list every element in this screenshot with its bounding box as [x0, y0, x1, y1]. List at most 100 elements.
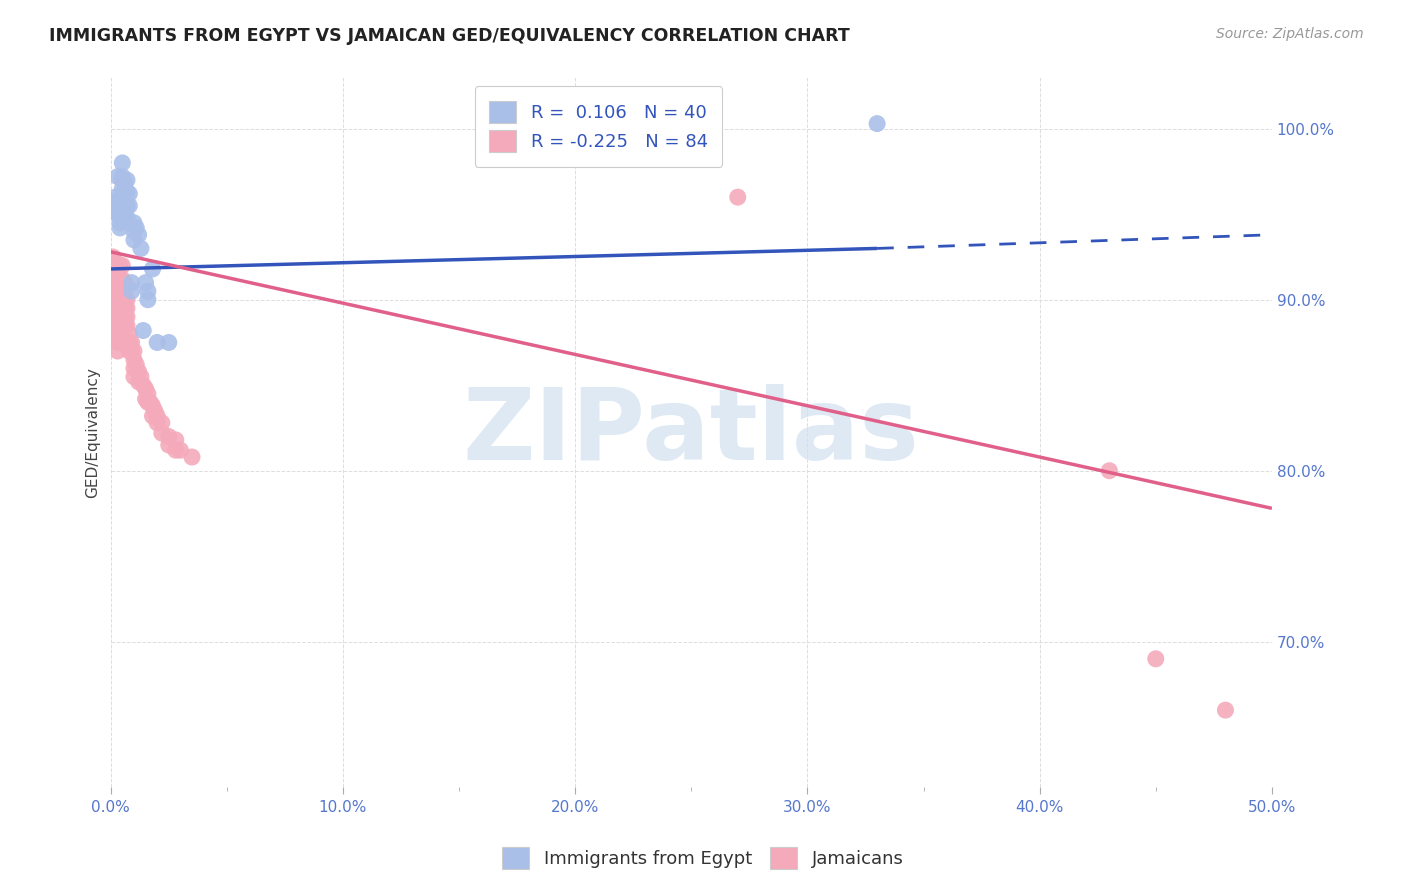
Point	[111, 190, 134, 204]
Point	[115, 185, 138, 199]
Point	[114, 203, 136, 218]
Point	[111, 199, 134, 213]
Point	[866, 117, 889, 131]
Point	[136, 293, 159, 307]
Point	[108, 284, 131, 298]
Point	[107, 169, 129, 184]
Point	[108, 326, 131, 341]
Point	[107, 301, 129, 316]
Point	[118, 344, 141, 359]
Point	[122, 352, 145, 367]
Point	[115, 211, 138, 225]
Point	[118, 199, 141, 213]
Point	[136, 395, 159, 409]
Point	[107, 262, 129, 277]
Point	[114, 177, 136, 191]
Point	[122, 369, 145, 384]
Point	[157, 438, 180, 452]
Point	[169, 443, 191, 458]
Point	[114, 194, 136, 208]
Point	[107, 335, 129, 350]
Point	[108, 203, 131, 218]
Point	[115, 173, 138, 187]
Point	[104, 267, 127, 281]
Point	[122, 224, 145, 238]
Point	[141, 399, 163, 413]
Point	[150, 426, 173, 441]
Point	[135, 382, 157, 396]
Point	[132, 378, 155, 392]
Point	[1215, 703, 1237, 717]
Point	[114, 310, 136, 324]
Point	[165, 443, 187, 458]
Point	[101, 250, 124, 264]
Point	[107, 318, 129, 333]
Point	[146, 409, 169, 423]
Point	[115, 293, 138, 307]
Point	[129, 242, 152, 256]
Point	[114, 301, 136, 316]
Point	[104, 330, 127, 344]
Point	[121, 276, 143, 290]
Point	[107, 326, 129, 341]
Point	[114, 318, 136, 333]
Point	[1144, 652, 1167, 666]
Point	[157, 429, 180, 443]
Point	[125, 358, 148, 372]
Point	[111, 272, 134, 286]
Point	[111, 259, 134, 273]
Point	[101, 272, 124, 286]
Point	[135, 392, 157, 406]
Legend: Immigrants from Egypt, Jamaicans: Immigrants from Egypt, Jamaicans	[494, 838, 912, 879]
Text: Source: ZipAtlas.com: Source: ZipAtlas.com	[1216, 27, 1364, 41]
Point	[107, 284, 129, 298]
Point	[107, 272, 129, 286]
Point	[129, 369, 152, 384]
Point	[104, 255, 127, 269]
Point	[111, 169, 134, 184]
Point	[141, 409, 163, 423]
Text: ZIPatlas: ZIPatlas	[463, 384, 920, 481]
Point	[108, 211, 131, 225]
Point	[141, 262, 163, 277]
Point	[104, 279, 127, 293]
Point	[107, 194, 129, 208]
Point	[108, 259, 131, 273]
Point	[111, 301, 134, 316]
Point	[143, 404, 166, 418]
Point	[111, 318, 134, 333]
Point	[108, 301, 131, 316]
Legend: R =  0.106   N = 40, R = -0.225   N = 84: R = 0.106 N = 40, R = -0.225 N = 84	[475, 87, 723, 167]
Point	[115, 199, 138, 213]
Point	[146, 416, 169, 430]
Point	[108, 216, 131, 230]
Y-axis label: GED/Equivalency: GED/Equivalency	[86, 367, 100, 498]
Point	[104, 293, 127, 307]
Point	[111, 156, 134, 170]
Point	[128, 365, 150, 379]
Point	[150, 416, 173, 430]
Point	[107, 310, 129, 324]
Point	[146, 335, 169, 350]
Point	[118, 186, 141, 201]
Point	[111, 293, 134, 307]
Point	[121, 335, 143, 350]
Point	[115, 318, 138, 333]
Point	[122, 216, 145, 230]
Point	[114, 293, 136, 307]
Point	[111, 284, 134, 298]
Point	[165, 433, 187, 447]
Point	[104, 190, 127, 204]
Point	[122, 344, 145, 359]
Point	[118, 335, 141, 350]
Point	[108, 310, 131, 324]
Point	[136, 284, 159, 298]
Point	[122, 361, 145, 376]
Point	[108, 221, 131, 235]
Point	[107, 207, 129, 221]
Point	[139, 395, 162, 409]
Point	[111, 173, 134, 187]
Point	[114, 276, 136, 290]
Point	[1098, 464, 1121, 478]
Point	[111, 181, 134, 195]
